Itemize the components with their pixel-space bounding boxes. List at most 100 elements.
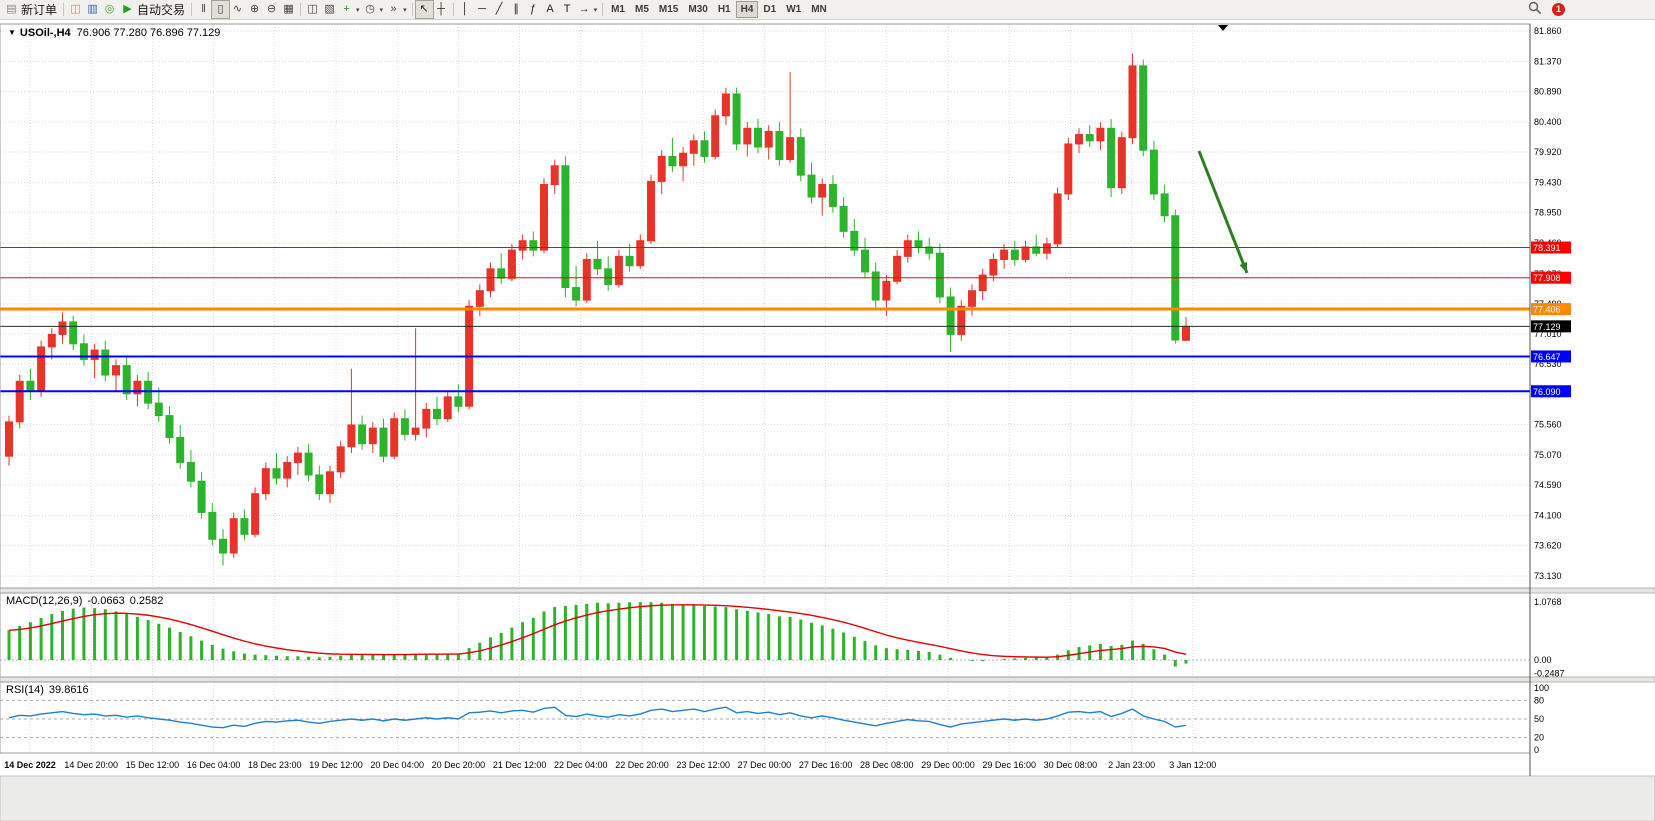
candle-body [133, 380, 142, 395]
candle-body [1139, 65, 1148, 151]
panel-splitter[interactable] [0, 587, 1655, 594]
macd-label: MACD(12,26,9) -0.0663 0.2582 [6, 595, 163, 607]
trendline-icon[interactable]: ╱ [495, 3, 503, 15]
autotrade-button[interactable]: ▶ 自动交易 [118, 1, 188, 18]
candle-body [390, 418, 399, 457]
timeframe-D1[interactable]: D1 [763, 4, 777, 15]
candle-body [368, 427, 377, 445]
price-axis[interactable]: 81.860 81.370 80.890 80.400 79.920 79.430 78.9… [1531, 26, 1571, 755]
macd-tick-label: -0.2487 [1534, 668, 1565, 678]
label-icon[interactable]: T [563, 3, 571, 15]
arrows-icon[interactable]: → ▾ [578, 3, 598, 15]
time-axis[interactable]: 14 Dec 2022 14 Dec 20:00 15 Dec 12:00 16 De… [4, 760, 1216, 770]
candle-body [1010, 249, 1019, 260]
rsi-level-lines [0, 699, 1530, 739]
time-tick-label: 30 Dec 08:00 [1044, 760, 1098, 770]
data-window-icon[interactable]: ▥ [87, 3, 98, 15]
macd-signal-line [8, 604, 1187, 658]
toolbar-separator [63, 3, 65, 16]
toolbar-separator [452, 3, 454, 16]
timeframe-M5[interactable]: M5 [635, 4, 649, 15]
channel-icon[interactable]: ∥ [513, 3, 519, 15]
chart-shift-icon[interactable]: » ▾ [390, 3, 407, 15]
search-icon[interactable] [1528, 1, 1542, 18]
hlines-layer[interactable] [0, 247, 1530, 393]
timeframe-M30[interactable]: M30 [688, 4, 708, 15]
price-tick-label: 73.130 [1534, 571, 1562, 581]
timeframe-W1[interactable]: W1 [786, 4, 802, 15]
cursor-icon[interactable]: ↖ [414, 0, 434, 19]
time-tick-label: 16 Dec 04:00 [187, 760, 241, 770]
crosshair-icon[interactable]: ┼ [437, 3, 445, 15]
candle-body [358, 424, 367, 445]
timeframe-MN[interactable]: MN [811, 4, 827, 15]
vertical-line-icon[interactable]: │ [461, 3, 469, 15]
symbol-period-label: USOil-,H4 [19, 27, 71, 39]
tile-windows-icon[interactable]: ◫ [307, 3, 318, 15]
candle-body [721, 93, 730, 117]
panel-splitter[interactable] [0, 676, 1655, 683]
trend-arrow[interactable] [1197, 150, 1249, 274]
price-flag [1531, 271, 1571, 284]
grid-icon[interactable]: ▦ [283, 3, 294, 15]
time-tick-label: 29 Dec 00:00 [921, 760, 975, 770]
navigator-icon[interactable]: ◎ [104, 3, 115, 15]
toolbar-separator [411, 3, 413, 16]
candle-body [540, 184, 548, 251]
price-flag [1531, 303, 1571, 316]
line-chart-icon[interactable]: ∿ [232, 3, 243, 15]
price-flag-label: 76.647 [1533, 352, 1561, 362]
notification-badge[interactable]: 1 [1552, 3, 1565, 16]
price-flag-label: 76.090 [1533, 387, 1561, 397]
zoom-in-icon[interactable]: ⊕ [249, 3, 260, 15]
candle-body [914, 240, 923, 248]
rsi-line [8, 706, 1187, 729]
chart-title: ▼ USOil-,H4 76.906 77.280 76.896 77.129 [8, 27, 220, 39]
market-watch-icon[interactable]: ◫ [70, 3, 81, 15]
candle-body [197, 480, 206, 513]
candle-body [604, 268, 613, 285]
candle-body [433, 408, 441, 420]
price-tick-label: 81.860 [1534, 26, 1562, 36]
candle-body [400, 418, 409, 435]
candle-body [293, 452, 302, 463]
candles-layer[interactable] [5, 53, 1190, 566]
candle-body [764, 130, 773, 148]
candle-body [903, 240, 912, 257]
candle-body [497, 268, 506, 279]
candle-body [112, 365, 120, 376]
candle-body [186, 461, 195, 482]
period-clock-icon[interactable]: ◷ ▾ [365, 3, 384, 15]
cascade-windows-icon[interactable]: ▧ [324, 3, 335, 15]
timeframe-H1[interactable]: H1 [717, 4, 731, 15]
new-chart-icon[interactable]: + ▾ [343, 3, 360, 15]
timeframe-M15[interactable]: M15 [658, 4, 679, 15]
timeframe-M1[interactable]: M1 [611, 4, 625, 15]
zoom-out-icon[interactable]: ⊖ [266, 3, 277, 15]
candle-body [871, 271, 880, 301]
candle-body [1085, 134, 1094, 142]
draw-tools-group: │ ─ ╱ ∥ ƒ A T → ▾ [457, 1, 600, 18]
price-flag-label: 77.406 [1533, 305, 1561, 315]
zoom-group: ⊕ ⊖ ▦ [246, 1, 297, 18]
price-flag [1531, 241, 1571, 254]
window-collapse-icon[interactable]: ▼ [8, 28, 16, 37]
ohlc-bars-icon[interactable]: ‖ [201, 3, 206, 15]
candlestick-icon[interactable]: ▯ [211, 0, 231, 19]
candle-body [1032, 246, 1041, 254]
autotrade-play-icon: ▶ [123, 3, 132, 15]
status-strip [0, 775, 1655, 821]
new-order-button[interactable]: ▤ 新订单 [2, 1, 60, 18]
fibonacci-icon[interactable]: ƒ [530, 3, 537, 15]
price-flag-label: 77.908 [1533, 273, 1561, 283]
horizontal-line-icon[interactable]: ─ [478, 3, 486, 15]
price-tick-label: 75.070 [1534, 450, 1562, 460]
time-tick-label: 20 Dec 20:00 [432, 760, 486, 770]
toolbar-separator [191, 3, 193, 16]
window-icons-group: ◫ ▥ ◎ [67, 1, 118, 18]
timeframe-H4[interactable]: H4 [735, 1, 759, 18]
chart-shift-marker[interactable] [1218, 25, 1228, 31]
toolbar-separator [602, 3, 604, 16]
text-icon[interactable]: A [546, 3, 554, 15]
